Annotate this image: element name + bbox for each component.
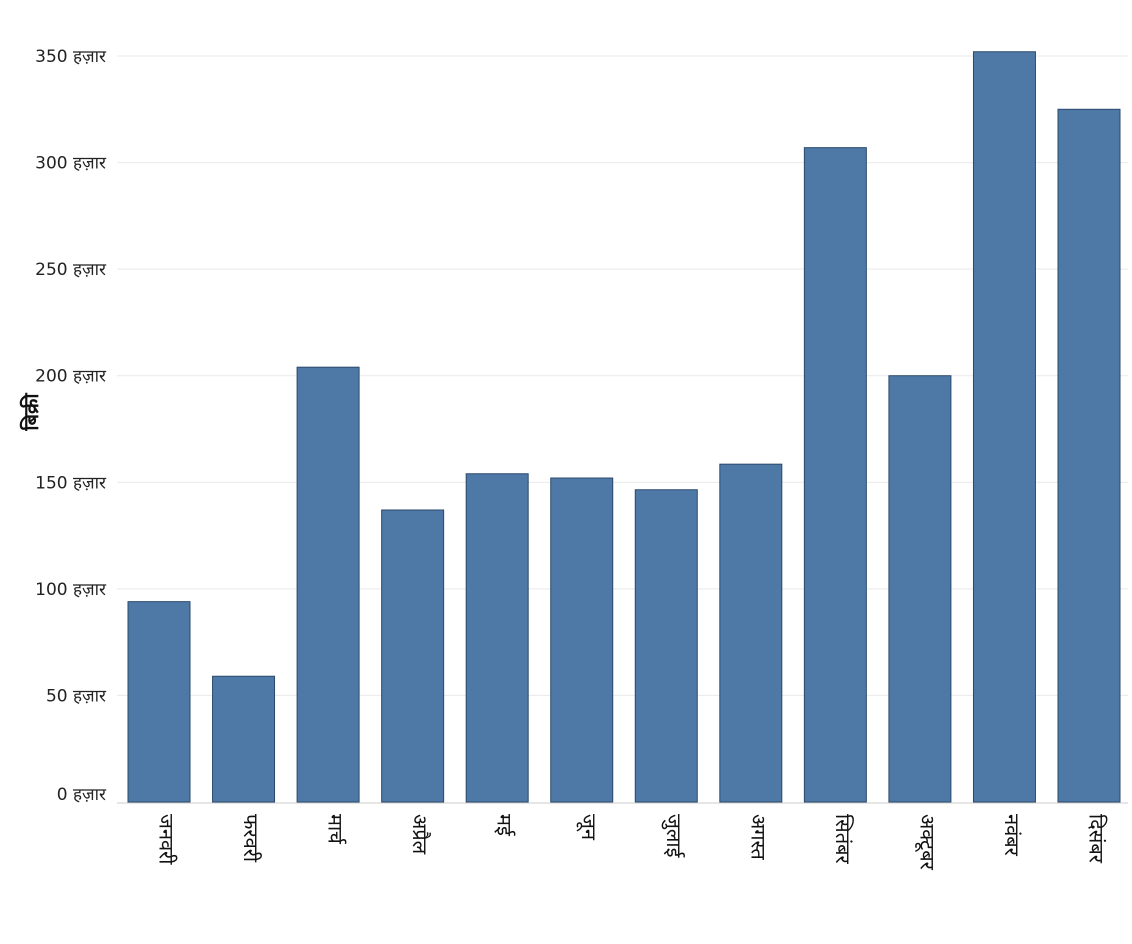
x-tick-label: अगस्त: [746, 814, 770, 860]
bar: [634, 489, 698, 803]
bar: [381, 509, 445, 803]
y-axis-title: बिक्री: [19, 393, 43, 432]
bar: [465, 473, 529, 803]
y-tick-label: 350 हज़ार: [35, 47, 107, 67]
x-tick-label: जनवरी: [155, 814, 179, 865]
x-axis-labels: जनवरी फरवरी मार्च अप्रैल मई जून जुलाई अगस्त सितं…: [155, 814, 1109, 871]
x-tick-label: अक्टूबर: [914, 814, 939, 871]
x-tick-label: सितंबर: [831, 814, 855, 865]
y-tick-label: 200 हज़ार: [35, 367, 107, 387]
x-tick-label: नवंबर: [1000, 814, 1024, 857]
bar: [1057, 108, 1121, 803]
x-tick-label: जुलाई: [661, 814, 686, 859]
x-tick-label: जून: [576, 814, 601, 841]
bar: [296, 366, 360, 803]
x-tick-label: दिसंबर: [1085, 814, 1109, 864]
bars: [127, 51, 1121, 803]
bar: [212, 675, 276, 803]
x-tick-label: अप्रैल: [408, 814, 432, 855]
x-tick-label: मार्च: [324, 814, 348, 845]
y-tick-label: 50 हज़ार: [46, 686, 107, 706]
bar: [888, 375, 952, 803]
x-tick-label: मई: [493, 814, 517, 837]
y-tick-label: 0 हज़ार: [57, 785, 107, 805]
bar: [550, 477, 614, 803]
x-tick-label: फरवरी: [239, 814, 263, 863]
grid-lines: [117, 55, 1128, 696]
bar: [719, 463, 783, 803]
y-tick-label: 300 हज़ार: [35, 154, 107, 174]
bar: [972, 51, 1036, 803]
y-axis-ticks: 0 हज़ार 50 हज़ार 100 हज़ार 150 हज़ार 200 हज़…: [35, 47, 107, 805]
y-tick-label: 100 हज़ार: [35, 580, 107, 600]
y-tick-label: 150 हज़ार: [35, 473, 107, 493]
bar: [803, 147, 867, 803]
y-tick-label: 250 हज़ार: [35, 260, 107, 280]
bar: [127, 601, 191, 803]
